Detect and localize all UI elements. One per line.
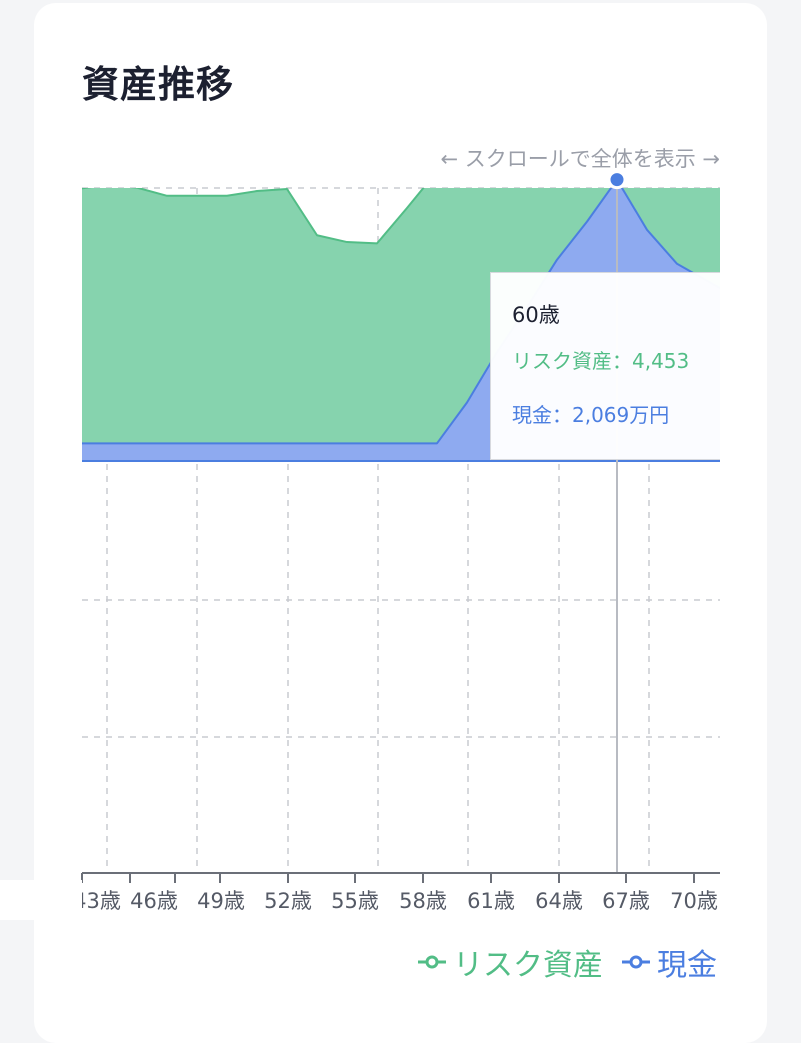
x-tick-label: 67歳 <box>602 889 650 913</box>
scroll-edge-mask-right <box>720 160 767 930</box>
cash-line <box>82 188 720 445</box>
legend-cash-label: 現金 <box>657 948 717 983</box>
scroll-edge-mask-left <box>0 880 82 920</box>
page-title: 資産推移 <box>82 63 234 106</box>
x-tick-label: 52歳 <box>264 889 312 913</box>
x-tick-label: 55歳 <box>331 889 379 913</box>
legend-item-risk[interactable]: リスク資産 <box>417 940 603 984</box>
tooltip-risk-assets: リスク資産：4,453 <box>512 349 690 373</box>
x-tick-label: 49歳 <box>197 889 245 913</box>
risk-assets-line <box>82 188 425 245</box>
x-tick-label: 58歳 <box>399 889 447 913</box>
cash-highlight-point <box>607 170 627 190</box>
scroll-hint: ← スクロールで全体を表示 → <box>440 147 720 171</box>
x-tick-label: 61歳 <box>467 889 515 913</box>
asset-trend-card <box>34 3 767 1043</box>
x-tick-label: 46歳 <box>130 889 178 913</box>
legend-item-cash[interactable]: 現金 <box>621 940 717 984</box>
chart-tooltip: 60歳 リスク資産：4,453 現金：2,069万円 <box>490 272 720 460</box>
tooltip-age: 60歳 <box>512 303 560 327</box>
chart-legend: リスク資産 現金 <box>417 940 717 984</box>
legend-risk-marker-icon <box>418 955 446 969</box>
legend-cash-marker-icon <box>622 955 650 969</box>
tooltip-cash: 現金：2,069万円 <box>512 403 670 427</box>
x-tick-label: 64歳 <box>535 889 583 913</box>
risk-assets-area <box>82 188 720 444</box>
x-tick-label: 70歳 <box>670 889 718 913</box>
legend-risk-label: リスク資産 <box>453 948 603 983</box>
chart-clip: 60歳 リスク資産：4,453 現金：2,069万円 <box>490 272 720 460</box>
